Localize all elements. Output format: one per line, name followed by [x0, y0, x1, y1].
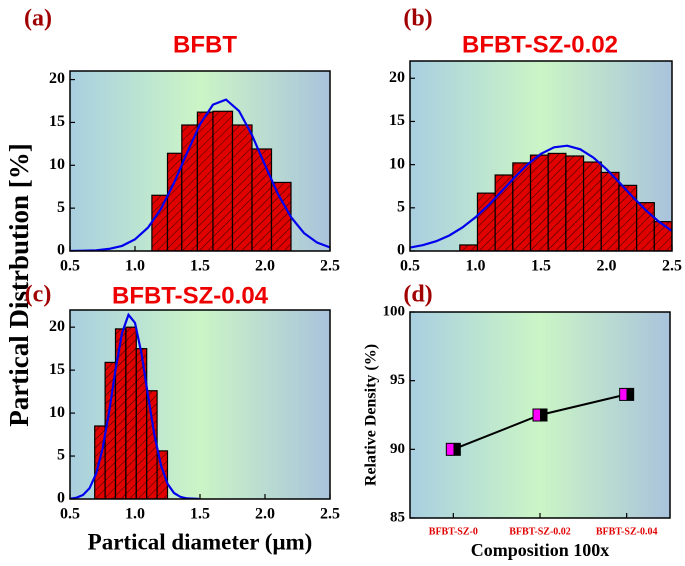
bars — [151, 110, 292, 251]
bar — [618, 184, 638, 251]
x-tick-label: 0.5 — [400, 258, 420, 275]
marker — [532, 408, 548, 422]
panel-title: BFBT-SZ-0.04 — [112, 282, 269, 309]
y-tick-label: 85 — [390, 509, 405, 525]
panel-title: BFBT — [173, 31, 237, 58]
bar — [547, 152, 567, 251]
plot-frame — [69, 70, 331, 252]
plot-frame — [69, 309, 331, 500]
x-tick-label: 1.5 — [190, 506, 210, 523]
y-tick-label: 15 — [389, 112, 405, 129]
plot-frame — [409, 60, 673, 252]
y-tick-label: 95 — [390, 372, 405, 388]
bar — [231, 124, 253, 251]
bar — [251, 148, 273, 251]
x-tick-label: 2.0 — [597, 258, 617, 275]
x-tick-label: 2.5 — [662, 258, 682, 275]
y-tick-label: 10 — [49, 156, 65, 173]
y-tick-label: 20 — [389, 69, 405, 86]
bar — [212, 110, 234, 251]
x-tick-label: 1.5 — [531, 258, 551, 275]
bar — [196, 111, 214, 251]
bar — [494, 174, 514, 251]
x-tick-label: 1.0 — [125, 506, 145, 523]
y-axis-label: Relative Density (%) — [363, 344, 380, 486]
fit-curve — [410, 144, 672, 249]
marker — [445, 442, 461, 456]
bar — [600, 171, 620, 251]
bars — [459, 152, 672, 251]
panel-label: (b) — [403, 6, 432, 32]
y-tick-label: 5 — [57, 199, 65, 216]
x-tick-label: BFBT-SZ-0 — [429, 526, 478, 537]
fit-curve — [70, 312, 201, 499]
bar — [114, 328, 127, 499]
x-axis-label: Composition 100x — [471, 540, 610, 560]
x-tick-label: 2.5 — [320, 258, 340, 275]
y-tick-label: 0 — [57, 242, 65, 259]
bar — [582, 161, 602, 251]
panel-title: BFBT-SZ-0.02 — [462, 31, 618, 58]
bar — [151, 194, 169, 251]
x-tick-label: BFBT-SZ-0.02 — [509, 526, 571, 537]
bar — [529, 154, 549, 251]
y-tick-label: 100 — [383, 303, 406, 319]
fit-curve — [70, 98, 330, 251]
y-tick-label: 20 — [49, 70, 65, 87]
x-tick-label: 1.0 — [466, 258, 486, 275]
x-tick-label: 0.5 — [60, 258, 80, 275]
y-tick-label: 0 — [57, 490, 65, 507]
y-axis-label: Partical Distrbution [%] — [4, 143, 34, 426]
panel-label: (c) — [25, 282, 52, 308]
x-tick-label: 2.5 — [320, 506, 340, 523]
panel-label: (d) — [403, 282, 432, 308]
bar — [270, 181, 292, 251]
y-tick-label: 10 — [49, 404, 65, 421]
y-tick-label: 10 — [389, 155, 405, 172]
x-tick-label: BFBT-SZ-0.04 — [596, 526, 658, 537]
plot-frame — [409, 311, 671, 519]
bar — [181, 124, 199, 251]
x-tick-label: 2.0 — [255, 258, 275, 275]
x-tick-label: 2.0 — [255, 506, 275, 523]
bar — [459, 244, 479, 251]
y-tick-label: 20 — [49, 318, 65, 335]
y-tick-label: 5 — [57, 447, 65, 464]
x-axis-label: Partical diameter (μm) — [88, 529, 313, 554]
panel-label: (a) — [24, 6, 52, 32]
bar — [565, 155, 585, 251]
y-tick-label: 15 — [49, 361, 65, 378]
x-tick-label: 1.0 — [125, 258, 145, 275]
y-tick-label: 90 — [390, 441, 405, 457]
y-tick-label: 0 — [397, 242, 405, 259]
x-tick-label: 0.5 — [60, 506, 80, 523]
y-tick-label: 15 — [49, 113, 65, 130]
bar — [125, 326, 137, 499]
marker — [619, 387, 635, 401]
x-tick-label: 1.5 — [190, 258, 210, 275]
y-tick-label: 5 — [397, 198, 405, 215]
